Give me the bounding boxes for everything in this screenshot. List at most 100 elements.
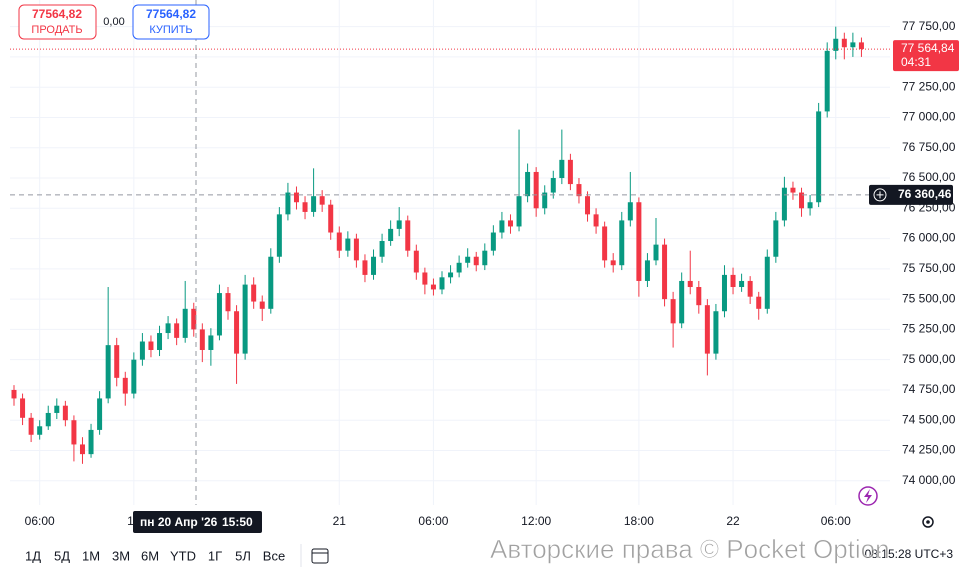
crosshair-add-icon <box>873 188 887 202</box>
candle-body <box>79 444 85 455</box>
sell-label: ПРОДАТЬ <box>31 24 82 36</box>
buy-price: 77564,82 <box>146 7 196 21</box>
candle-body <box>550 178 556 193</box>
candle-body <box>833 38 839 51</box>
candle-body <box>422 272 428 285</box>
crosshair-time-badge <box>133 511 262 533</box>
candle-body <box>157 333 163 350</box>
candle-body <box>499 220 505 233</box>
calendar-icon[interactable] <box>311 548 329 564</box>
candle-body <box>293 192 299 203</box>
candle-body <box>482 250 488 266</box>
candle-body <box>311 196 317 212</box>
range-button[interactable]: 5Д <box>54 548 70 563</box>
candle-body <box>276 214 282 257</box>
candle-body <box>585 196 591 215</box>
candle-body <box>405 220 411 251</box>
alert-icon[interactable] <box>858 486 878 506</box>
y-tick-label: 74 750,00 <box>902 382 956 396</box>
candle-body <box>259 301 265 309</box>
candle-body <box>807 202 813 209</box>
x-tick-label: 06:00 <box>418 514 448 528</box>
y-tick-label: 75 500,00 <box>902 291 956 305</box>
y-tick-label: 75 750,00 <box>902 261 956 275</box>
settings-dot <box>926 520 930 524</box>
y-tick-label: 76 750,00 <box>902 140 956 154</box>
candle-body <box>105 345 111 399</box>
y-tick-label: 74 250,00 <box>902 443 956 457</box>
watermark: Авторские права © Pocket Option <box>490 534 890 564</box>
sell-button[interactable] <box>18 4 97 40</box>
settings-icon[interactable] <box>922 516 934 528</box>
candle-body <box>559 159 565 179</box>
buy-button[interactable] <box>132 4 210 40</box>
candle-body <box>97 398 103 430</box>
candle-body <box>756 296 762 309</box>
candle-body <box>696 287 702 306</box>
candle-body <box>619 220 625 266</box>
candle-body <box>54 405 60 413</box>
candle-body <box>20 398 26 418</box>
candle-body <box>841 38 847 48</box>
candle-body <box>388 228 394 241</box>
candle-body <box>781 187 787 221</box>
candle-body <box>764 256 770 309</box>
candle-body <box>396 220 402 229</box>
last-price-badge <box>893 40 959 72</box>
candle-body <box>302 202 308 212</box>
candle-body <box>799 192 805 209</box>
range-button[interactable]: 3М <box>112 548 130 563</box>
candles <box>11 26 864 464</box>
x-tick-label: 22 <box>726 514 740 528</box>
candle-body <box>465 256 471 263</box>
candle-body <box>45 412 51 427</box>
range-button[interactable]: 1Д <box>25 548 41 563</box>
range-button[interactable]: 1М <box>82 548 100 563</box>
candle-body <box>225 293 231 312</box>
candle-body <box>662 244 668 300</box>
y-tick-label: 77 750,00 <box>902 19 956 33</box>
clock: 08:15:28 UTC+3 <box>865 547 954 561</box>
candle-body <box>62 405 68 421</box>
x-tick-label: 06:00 <box>25 514 55 528</box>
candle-body <box>773 220 779 257</box>
range-button[interactable]: 5Л <box>235 548 251 563</box>
x-tick-label: 18:00 <box>624 514 654 528</box>
candle-body <box>148 341 154 350</box>
y-tick-label: 74 000,00 <box>902 473 956 487</box>
range-button[interactable]: Все <box>263 548 285 563</box>
candle-body <box>533 171 539 209</box>
candle-body <box>507 220 513 227</box>
candle-body <box>131 359 137 394</box>
candle-body <box>713 311 719 354</box>
candle-body <box>353 238 359 261</box>
range-button[interactable]: 6М <box>141 548 159 563</box>
candle-body <box>704 305 710 354</box>
candle-body <box>456 262 462 273</box>
candle-body <box>576 184 582 197</box>
range-button[interactable]: YTD <box>170 548 196 563</box>
candle-body <box>687 280 693 288</box>
candle-body <box>439 277 445 290</box>
candle-body <box>816 111 822 203</box>
candle-body <box>430 284 436 290</box>
y-tick-label: 77 250,00 <box>902 79 956 93</box>
candle-body <box>336 232 342 251</box>
x-tick-label: 12:00 <box>521 514 551 528</box>
candle-body <box>525 171 531 197</box>
candle-body <box>191 308 197 330</box>
y-tick-label: 75 000,00 <box>902 352 956 366</box>
candle-body <box>371 256 377 275</box>
candle-body <box>285 192 291 215</box>
candle-body <box>182 308 188 338</box>
candle-body <box>747 280 753 297</box>
candle-body <box>251 284 257 302</box>
crosshair-add-plus <box>876 191 884 199</box>
candle-body <box>679 280 685 324</box>
range-button[interactable]: 1Г <box>208 548 222 563</box>
candle-body <box>542 192 548 209</box>
candle-body <box>610 260 616 266</box>
crosshair-price-badge <box>869 184 953 205</box>
